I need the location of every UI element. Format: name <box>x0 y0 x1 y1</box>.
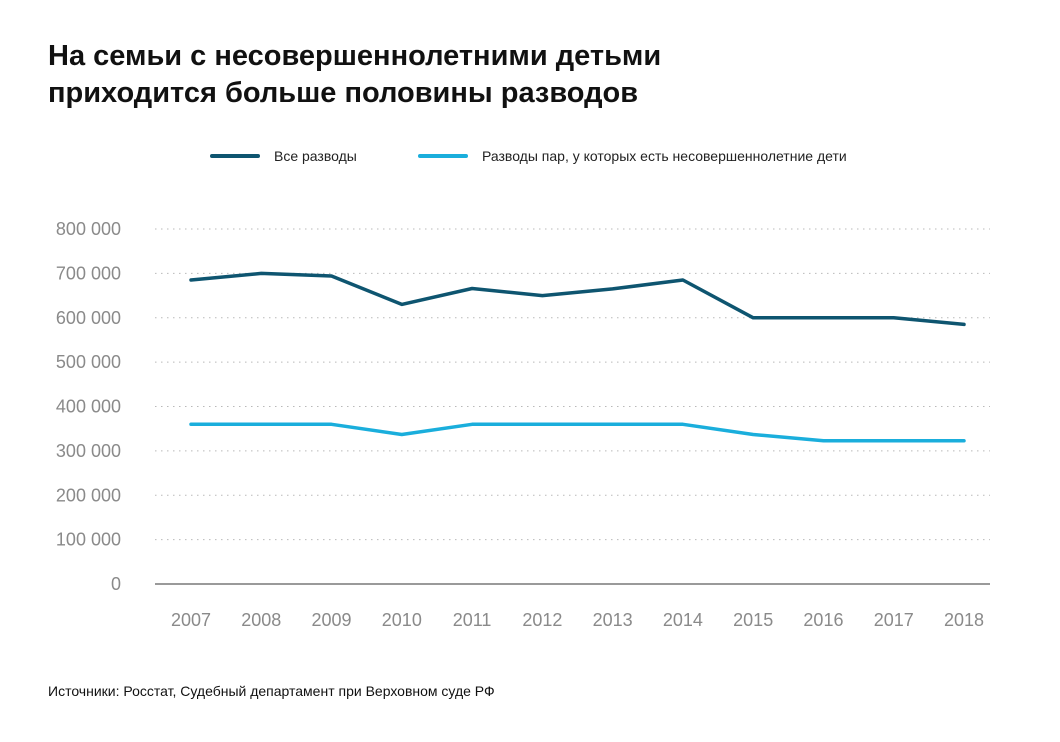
legend-swatch-all-divorces <box>210 154 260 158</box>
series-line-divorces-with-children <box>189 422 966 443</box>
x-tick-label: 2014 <box>663 610 703 630</box>
legend-label-all-divorces: Все разводы <box>274 148 357 164</box>
legend: Все разводы Разводы пар, у которых есть … <box>0 140 1060 170</box>
x-tick-label: 2007 <box>171 610 211 630</box>
x-tick-label: 2013 <box>593 610 633 630</box>
y-tick-label: 400 000 <box>56 397 121 417</box>
line-chart: 0 100 000 200 000 300 000 400 000 500 000 600 … <box>56 219 990 630</box>
x-tick-label: 2012 <box>522 610 562 630</box>
legend-label-divorces-with-children: Разводы пар, у которых есть несовершенно… <box>482 148 847 164</box>
y-tick-label: 100 000 <box>56 530 121 550</box>
x-tick-label: 2018 <box>944 610 984 630</box>
x-tick-label: 2010 <box>382 610 422 630</box>
y-tick-label: 700 000 <box>56 263 121 283</box>
y-tick-label: 600 000 <box>56 308 121 328</box>
legend-item-divorces-with-children: Разводы пар, у которых есть несовершенно… <box>418 146 847 166</box>
legend-item-all-divorces: Все разводы <box>210 146 357 166</box>
x-tick-label: 2011 <box>453 610 492 630</box>
x-tick-label: 2016 <box>803 610 843 630</box>
chart-title-line-1: На семьи с несовершеннолетними детьми <box>48 40 662 72</box>
chart-title-line-2: приходится больше половины разводов <box>48 77 639 109</box>
x-tick-label: 2017 <box>874 610 914 630</box>
legend-swatch-divorces-with-children <box>418 154 468 158</box>
x-tick-label: 2008 <box>241 610 281 630</box>
source-note: Источники: Росстат, Судебный департамент… <box>48 683 495 699</box>
chart-title: На семьи с несовершеннолетними детьми пр… <box>48 38 1008 112</box>
x-tick-label: 2009 <box>312 610 352 630</box>
y-tick-label: 500 000 <box>56 352 121 372</box>
y-tick-label: 300 000 <box>56 441 121 461</box>
series-line-all-divorces <box>189 271 966 327</box>
y-tick-label: 200 000 <box>56 485 121 505</box>
y-tick-label: 0 <box>111 574 121 594</box>
y-tick-label: 800 000 <box>56 219 121 239</box>
x-tick-label: 2015 <box>733 610 773 630</box>
